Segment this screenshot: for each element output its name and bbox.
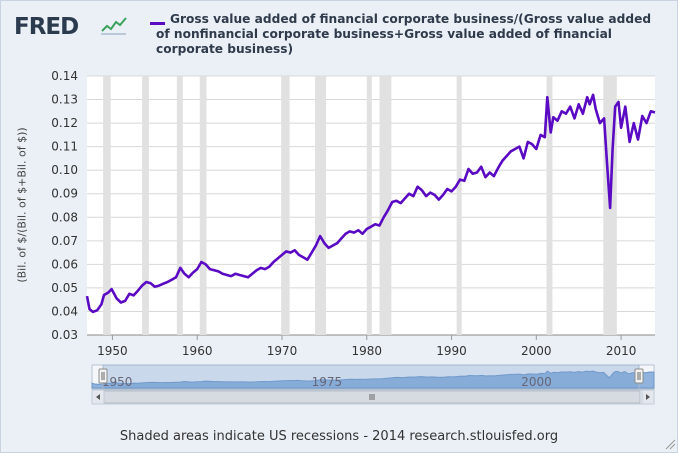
- y-tick-label: 0.05: [51, 281, 78, 295]
- arrow-right-glyph: [646, 394, 650, 400]
- navigator-label: 1950: [102, 375, 133, 389]
- recession-band: [103, 76, 111, 335]
- fred-logo[interactable]: FRED: [14, 14, 79, 40]
- recession-band: [366, 76, 372, 335]
- recession-band: [199, 76, 207, 335]
- arrow-left-icon[interactable]: [91, 389, 105, 405]
- y-tick-label: 0.14: [51, 69, 78, 83]
- y-tick-label: 0.07: [51, 234, 78, 248]
- y-tick-label: 0.09: [51, 187, 78, 201]
- x-tick-label: 1990: [436, 344, 467, 358]
- x-tick-label: 1960: [182, 344, 213, 358]
- resize-grip-lines: [665, 439, 676, 450]
- series-group: [85, 93, 656, 314]
- y-tick-label: 0.11: [51, 140, 78, 154]
- y-tick-label: 0.13: [51, 93, 78, 107]
- x-tick-label: 1950: [97, 344, 128, 358]
- navigator-handle[interactable]: [634, 368, 644, 384]
- recession-band: [142, 76, 149, 335]
- recession-band: [315, 76, 327, 335]
- x-tick-label: 2000: [521, 344, 552, 358]
- y-tick-label: 0.12: [51, 116, 78, 130]
- scrollbar-grip-icon: [369, 394, 375, 400]
- navigator-handle[interactable]: [98, 368, 108, 384]
- range-navigator: 1950 1975 2000: [91, 364, 676, 450]
- chart-header: FRED Gross value added of financial corp…: [12, 10, 672, 58]
- recession-band: [456, 76, 462, 335]
- navigator-scrollbar[interactable]: [91, 389, 655, 405]
- line-chart-icon: [99, 16, 127, 36]
- y-tick-label: 0.06: [51, 257, 78, 271]
- navigator-label: 2000: [521, 375, 552, 389]
- navigator-selection: [102, 364, 640, 390]
- x-tick-labels: 1950 1960 1970 1980 1990 2000 2010: [97, 335, 636, 358]
- y-tick-label: 0.04: [51, 304, 78, 318]
- x-tick-label: 1980: [351, 344, 382, 358]
- recession-note: Shaded areas indicate US recessions - 20…: [119, 429, 559, 444]
- y-tick-label: 0.10: [51, 163, 78, 177]
- recession-band: [281, 76, 290, 335]
- arrow-right-icon[interactable]: [641, 389, 655, 405]
- resize-grip-icon[interactable]: [665, 439, 676, 450]
- handle-grip: [98, 368, 108, 384]
- y-tick-labels: 0.03 0.04 0.05 0.06 0.07 0.08 0.09 0.10 0.11 0.12…: [51, 69, 78, 342]
- navigator-label: 1975: [312, 375, 343, 389]
- recession-band: [176, 76, 183, 335]
- recession-band: [546, 76, 553, 335]
- series-line: [85, 93, 656, 314]
- x-tick-label: 2010: [606, 344, 637, 358]
- y-tick-label: 0.08: [51, 210, 78, 224]
- legend-swatch: [150, 22, 165, 25]
- arrow-left-glyph: [96, 394, 100, 400]
- y-tick-label: 0.03: [51, 328, 78, 342]
- handle-grip: [634, 368, 644, 384]
- x-tick-label: 1970: [267, 344, 298, 358]
- recession-band: [379, 76, 392, 335]
- navigator-area: [91, 370, 655, 389]
- legend-label[interactable]: Gross value added of financial corporate…: [156, 12, 652, 56]
